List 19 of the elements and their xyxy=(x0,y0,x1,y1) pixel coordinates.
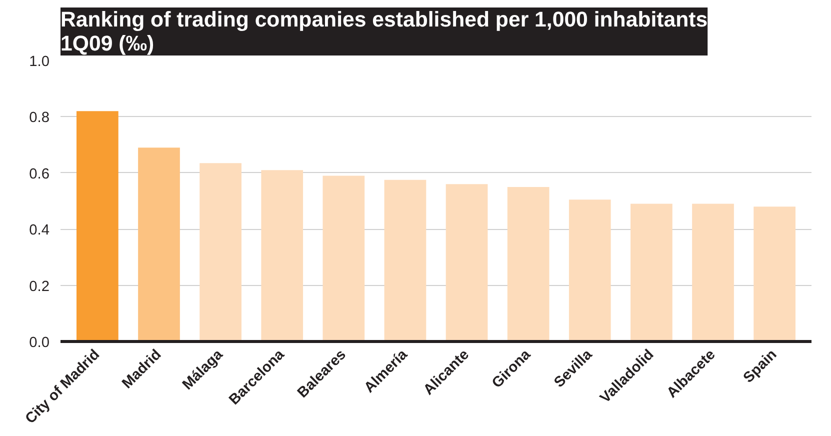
bar xyxy=(630,204,672,342)
y-tick-label: 1.0 xyxy=(29,54,50,70)
y-tick-label: 0.0 xyxy=(29,335,50,351)
bar xyxy=(261,170,304,342)
bar xyxy=(692,204,734,342)
bar xyxy=(138,148,180,342)
bar xyxy=(754,206,796,342)
bar xyxy=(446,184,488,342)
bar xyxy=(200,163,242,342)
bar xyxy=(568,200,611,342)
bar xyxy=(76,111,118,342)
bar xyxy=(507,186,550,342)
y-tick-label: 0.6 xyxy=(29,166,50,182)
bar xyxy=(384,180,426,342)
bar xyxy=(322,176,365,342)
y-tick-label: 0.8 xyxy=(29,110,50,126)
y-tick-label: 0.4 xyxy=(29,222,50,239)
chart-title: Ranking of trading companies established per 1,000 inhabitants 1Q09 (‰) xyxy=(60,8,708,56)
y-tick-label: 0.2 xyxy=(29,278,50,295)
